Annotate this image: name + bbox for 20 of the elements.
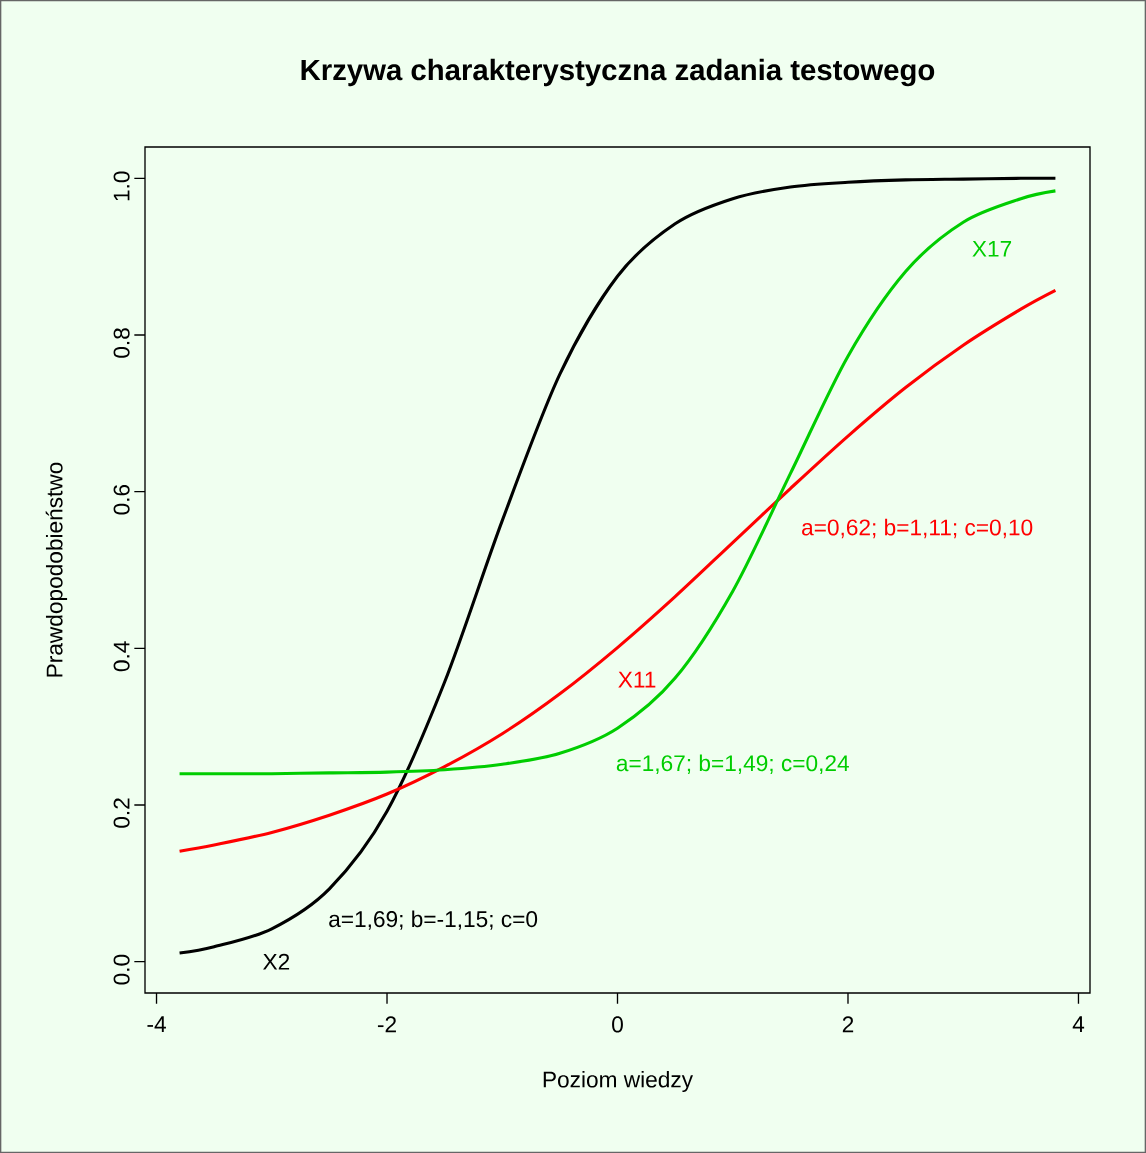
annotation: a=0,62; b=1,11; c=0,10 [802,518,1033,539]
y-tick-label: 1.0 [113,171,130,201]
y-tick-label: 0.8 [113,328,130,358]
y-axis-title: Prawdopodobieństwo [45,462,68,677]
chart-title: Krzywa charakterystyczna zadania testowego [301,58,935,87]
x-tick-label: 0 [612,1016,623,1033]
x-tick-label: 2 [842,1016,854,1033]
annotation: X2 [263,953,290,970]
y-tick-label: 0.2 [113,798,130,828]
y-tick-label: 0.0 [113,954,130,985]
x-axis-title: Poziom wiedzy [543,1070,693,1093]
x-tick-label: -2 [377,1016,396,1033]
y-tick-label: 0.6 [113,484,130,515]
y-tick-label: 0.4 [113,641,130,672]
annotation: a=1,67; b=1,49; c=0,24 [616,754,849,774]
x-tick-label: 4 [1072,1016,1085,1032]
annotation: a=1,69; b=-1,15; c=0 [329,910,538,930]
x-tick-label: -4 [147,1016,166,1032]
annotation: X17 [972,241,1012,257]
annotation: X11 [618,671,656,688]
